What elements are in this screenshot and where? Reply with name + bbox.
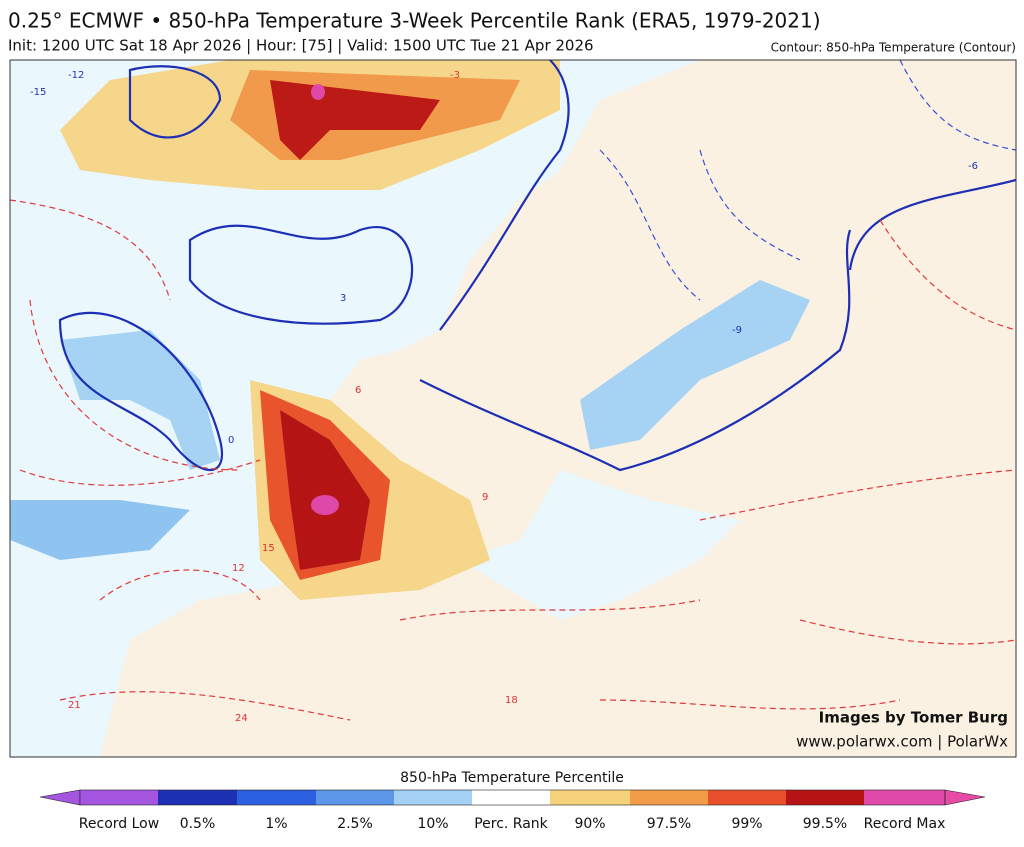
contour-label: 9 xyxy=(482,492,488,503)
warm-anomaly xyxy=(280,410,370,570)
colorbar-label: 1% xyxy=(265,816,287,832)
colorbar-title: 850-hPa Temperature Percentile xyxy=(400,770,624,786)
colorbar-segment xyxy=(630,790,708,805)
contour-line xyxy=(599,60,1016,301)
colorbar-label: 10% xyxy=(417,816,448,832)
contour-label: 18 xyxy=(505,695,518,706)
colorbar-segment xyxy=(864,790,945,805)
colorbar-segment xyxy=(394,790,472,805)
subtitle: Init: 1200 UTC Sat 18 Apr 2026 | Hour: [… xyxy=(8,37,594,55)
map: -15 -12 -3 3 0 -6 -9 6 9 12 15 18 21 24 Images by Tom… xyxy=(9,59,1017,758)
colorbar-segment xyxy=(237,790,316,805)
colorbar-extend xyxy=(39,789,81,806)
colorbar-label: Record Max xyxy=(864,816,946,832)
contour-label: 24 xyxy=(235,713,248,724)
colorbar-extend xyxy=(944,789,986,806)
record-max xyxy=(311,495,339,515)
colorbar-label: 99.5% xyxy=(803,816,847,832)
colorbar-segment xyxy=(80,790,158,805)
colorbar: 850-hPa Temperature Percentile Record Lo… xyxy=(39,770,986,832)
credit: www.polarwx.com | PolarWx xyxy=(796,733,1008,751)
colorbar-segment xyxy=(708,790,786,805)
title: 0.25° ECMWF • 850-hPa Temperature 3-Week… xyxy=(8,9,821,33)
colorbar-label: 0.5% xyxy=(180,816,216,832)
colorbar-label: 2.5% xyxy=(337,816,373,832)
contour-label: 15 xyxy=(262,543,275,554)
record-max xyxy=(311,84,325,100)
colorbar-label: Record Low xyxy=(79,816,159,832)
contour-label: 21 xyxy=(68,700,81,711)
colorbar-segment xyxy=(472,790,550,805)
colorbar-segment xyxy=(786,790,864,805)
contour-label: -9 xyxy=(732,325,742,336)
credit: Images by Tomer Burg xyxy=(819,709,1008,727)
contour-label: -12 xyxy=(68,70,84,81)
contour-label: -6 xyxy=(968,161,978,172)
contour-line xyxy=(10,199,1016,721)
map-frame xyxy=(9,59,1017,758)
colorbar-label: Perc. Rank xyxy=(474,816,548,832)
cold-anomaly xyxy=(10,500,190,560)
contour-label: 12 xyxy=(232,563,245,574)
contour-label: -3 xyxy=(450,70,460,81)
cold-anomaly xyxy=(60,330,220,470)
colorbar-label: 90% xyxy=(574,816,605,832)
contour-label: -15 xyxy=(30,87,46,98)
colorbar-frame xyxy=(79,789,946,806)
contour-label: 0 xyxy=(228,435,234,446)
colorbar-segment xyxy=(550,790,630,805)
colorbar-segment xyxy=(316,790,394,805)
cold-anomaly xyxy=(580,280,810,450)
colorbar-label: 97.5% xyxy=(647,816,691,832)
contour-line xyxy=(58,60,1016,472)
contour-label: 6 xyxy=(355,385,361,396)
colorbar-label: 99% xyxy=(731,816,762,832)
warm-anomaly xyxy=(270,80,440,160)
contour-label: 3 xyxy=(340,293,346,304)
contour-note: Contour: 850-hPa Temperature (Contour) xyxy=(771,41,1016,55)
colorbar-segment xyxy=(158,790,237,805)
